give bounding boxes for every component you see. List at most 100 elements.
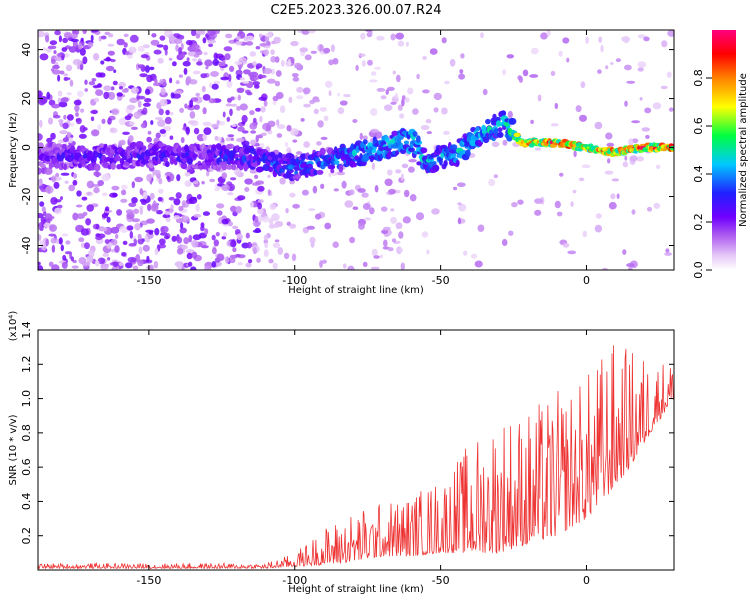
noise-speck [91, 78, 97, 82]
noise-speck [159, 35, 166, 41]
noise-speck [55, 172, 60, 178]
noise-speck [211, 83, 219, 90]
noise-speck [71, 33, 78, 39]
noise-speck [54, 207, 62, 215]
noise-speck [186, 57, 190, 62]
noise-speck [71, 265, 79, 269]
noise-speck [146, 174, 152, 182]
noise-speck [398, 231, 404, 239]
noise-speck [517, 199, 524, 205]
noise-speck [255, 63, 263, 69]
noise-speck [193, 127, 200, 135]
signal-blob [492, 113, 497, 120]
noise-speck [184, 172, 191, 177]
signal-blob [54, 162, 60, 169]
noise-speck [72, 179, 78, 186]
noise-speck [246, 241, 252, 249]
noise-speck [225, 33, 233, 39]
noise-speck [138, 246, 143, 255]
noise-speck [422, 89, 430, 94]
noise-speck [165, 217, 171, 223]
noise-speck [433, 92, 442, 101]
noise-speck [328, 90, 332, 97]
spectrogram-ticks: -150 -100 -50 0 -40 -20 0 20 40 [20, 30, 674, 287]
noise-speck [79, 63, 84, 71]
noise-speck [271, 223, 280, 228]
noise-speck [264, 242, 269, 249]
spectrogram-marks [38, 30, 674, 270]
noise-speck [191, 239, 199, 248]
noise-speck [297, 30, 302, 34]
noise-speck [138, 205, 144, 210]
noise-speck [296, 95, 304, 100]
noise-speck [157, 196, 163, 202]
noise-speck [217, 136, 222, 143]
noise-speck [643, 36, 650, 42]
noise-speck [185, 76, 192, 84]
noise-speck [204, 228, 209, 235]
noise-speck [252, 247, 257, 255]
noise-speck [311, 98, 321, 103]
noise-speck [144, 98, 152, 103]
noise-speck [581, 164, 591, 169]
noise-speck [234, 41, 243, 46]
noise-speck [245, 262, 252, 268]
noise-speck [56, 53, 62, 57]
noise-speck [405, 41, 409, 47]
signal-blob [255, 166, 264, 173]
noise-speck [137, 100, 142, 108]
noise-speck [624, 100, 628, 107]
noise-speck [286, 124, 292, 132]
noise-speck [116, 38, 125, 46]
noise-speck [244, 187, 250, 192]
noise-speck [177, 263, 182, 270]
noise-speck [328, 59, 334, 66]
noise-speck [252, 117, 257, 123]
noise-speck [276, 133, 283, 138]
noise-speck [128, 135, 134, 142]
noise-speck [459, 69, 464, 74]
noise-speck [227, 134, 235, 138]
noise-speck [294, 62, 302, 69]
noise-speck [209, 178, 216, 183]
noise-speck [100, 227, 108, 232]
noise-speck [193, 213, 202, 218]
noise-speck [319, 44, 323, 52]
noise-speck [196, 194, 202, 200]
noise-speck [50, 132, 56, 140]
noise-speck [73, 99, 82, 106]
noise-speck [49, 40, 58, 46]
noise-speck [165, 109, 170, 116]
noise-speck [84, 79, 88, 85]
noise-speck [82, 261, 91, 267]
signal-blob [385, 137, 390, 143]
noise-speck [626, 263, 635, 268]
noise-speck [97, 257, 106, 265]
signal-blob [528, 143, 535, 148]
noise-speck [241, 114, 248, 123]
noise-speck [61, 47, 68, 52]
signal-blob [497, 127, 503, 133]
noise-speck [530, 119, 534, 124]
noise-speck [370, 108, 378, 116]
noise-speck [622, 249, 627, 255]
y-tick-label: 20 [20, 92, 33, 106]
noise-speck [425, 119, 432, 124]
noise-speck [360, 32, 366, 40]
noise-speck [400, 173, 404, 181]
noise-speck [384, 178, 393, 187]
noise-speck [158, 178, 163, 185]
noise-speck [279, 177, 286, 185]
noise-speck [129, 231, 133, 239]
noise-speck [48, 117, 53, 125]
noise-speck [38, 167, 42, 175]
noise-speck [239, 77, 246, 81]
noise-speck [607, 158, 611, 164]
noise-speck [597, 69, 602, 74]
noise-speck [66, 114, 74, 121]
signal-blob [368, 146, 373, 153]
noise-speck [126, 104, 136, 111]
noise-speck [299, 47, 309, 53]
signal-blob [148, 163, 154, 169]
noise-speck [606, 142, 615, 147]
